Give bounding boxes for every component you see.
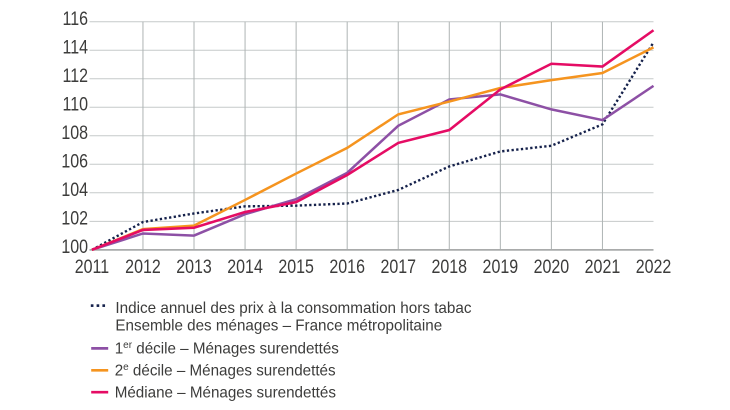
svg-text:104: 104 [61, 179, 88, 201]
svg-text:2022: 2022 [636, 256, 672, 278]
svg-text:110: 110 [62, 93, 88, 115]
svg-text:116: 116 [62, 7, 88, 29]
svg-text:2015: 2015 [278, 256, 314, 278]
svg-text:2011: 2011 [75, 256, 109, 278]
svg-text:2020: 2020 [534, 256, 570, 278]
svg-text:Médiane – Ménages surendettés: Médiane – Ménages surendettés [115, 384, 336, 401]
svg-text:2017: 2017 [380, 256, 416, 278]
svg-text:102: 102 [61, 207, 88, 229]
svg-text:112: 112 [62, 64, 88, 86]
svg-text:100: 100 [61, 236, 88, 258]
svg-text:Indice annuel des prix à la co: Indice annuel des prix à la consommation… [115, 300, 471, 317]
svg-text:2021: 2021 [585, 256, 621, 278]
svg-text:2014: 2014 [227, 256, 263, 278]
svg-text:Ensemble des ménages – France: Ensemble des ménages – France métropolit… [115, 317, 442, 334]
svg-text:108: 108 [61, 121, 88, 143]
svg-text:2013: 2013 [176, 256, 212, 278]
svg-text:106: 106 [61, 150, 88, 172]
svg-text:2012: 2012 [125, 256, 161, 278]
svg-text:2e décile – Ménages surendetté: 2e décile – Ménages surendettés [115, 362, 336, 380]
svg-text:2016: 2016 [329, 256, 365, 278]
svg-text:2019: 2019 [483, 256, 519, 278]
svg-text:2018: 2018 [431, 256, 467, 278]
svg-text:1er décile – Ménages surendett: 1er décile – Ménages surendettés [115, 340, 339, 358]
svg-text:114: 114 [62, 36, 88, 58]
